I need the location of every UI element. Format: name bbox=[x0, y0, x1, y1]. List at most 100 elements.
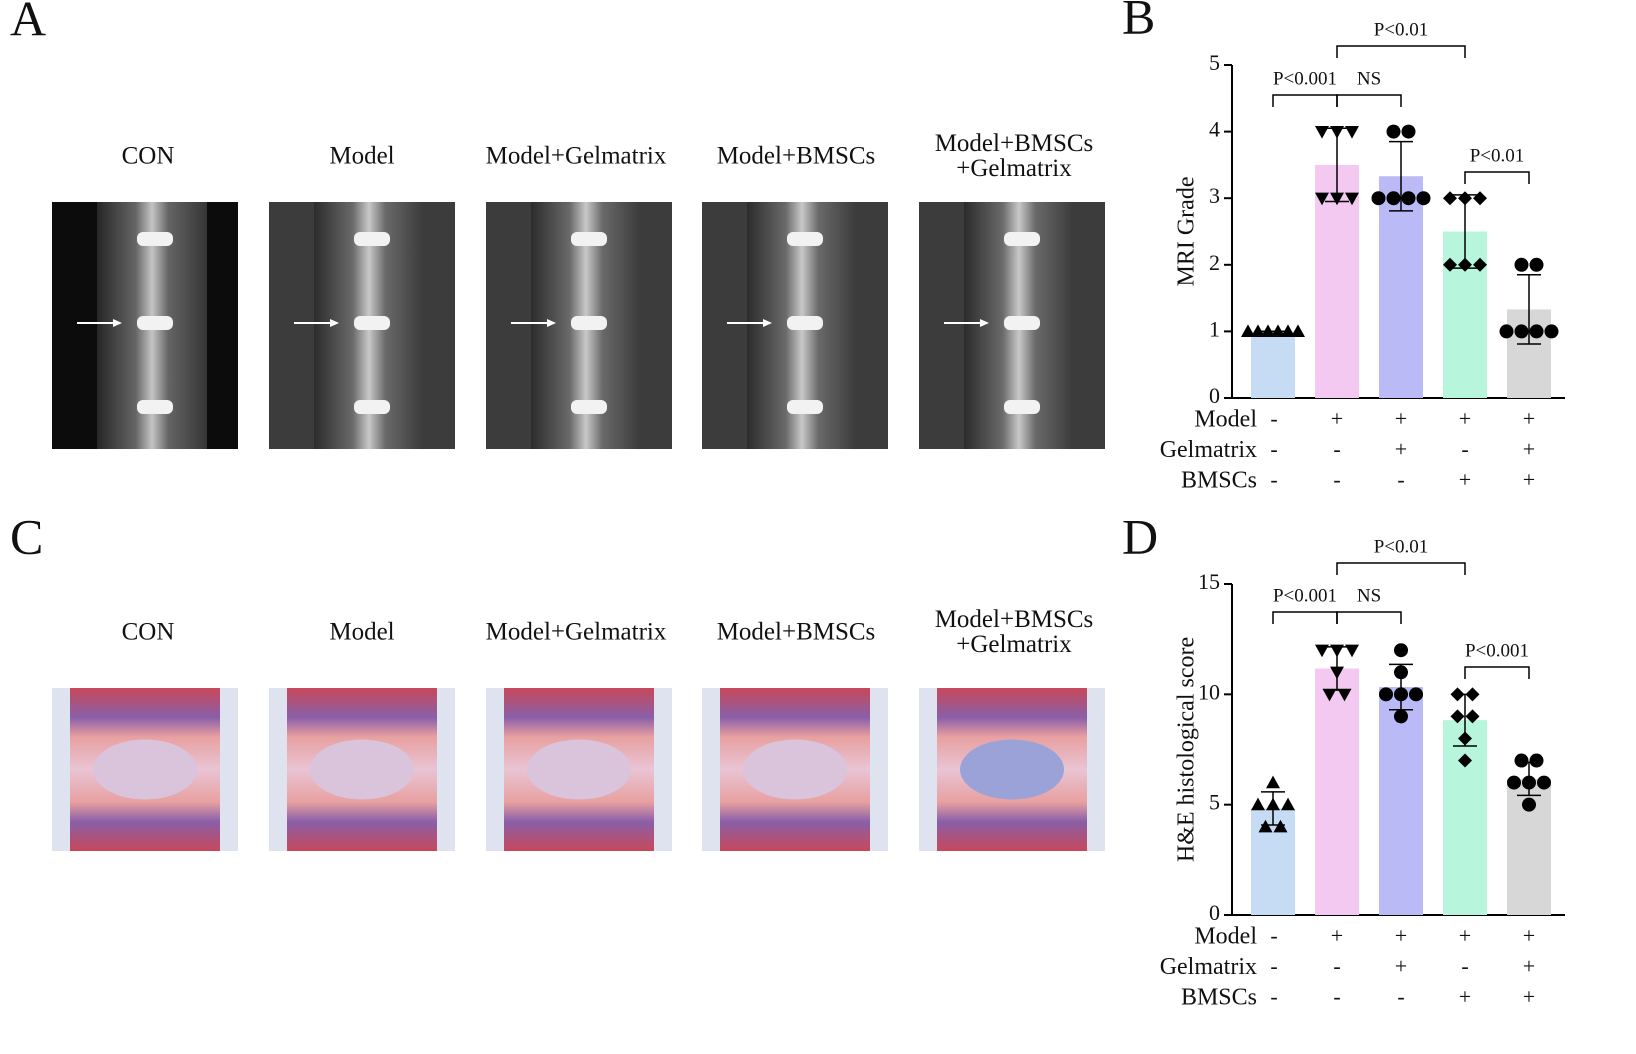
data-point bbox=[1473, 257, 1487, 272]
condition-sign: + bbox=[1395, 437, 1407, 462]
condition-sign: - bbox=[1270, 954, 1277, 979]
bar bbox=[1251, 808, 1295, 915]
data-point bbox=[1261, 324, 1275, 337]
condition-sign: + bbox=[1523, 954, 1535, 979]
data-point bbox=[1251, 324, 1265, 337]
data-point bbox=[1330, 644, 1344, 658]
condition-label: BMSCs bbox=[1181, 468, 1257, 494]
data-point bbox=[1394, 687, 1408, 702]
data-point bbox=[1458, 257, 1472, 272]
data-point bbox=[1409, 687, 1423, 702]
condition-sign: - bbox=[1333, 954, 1340, 979]
data-point bbox=[1522, 775, 1536, 790]
data-point bbox=[1330, 666, 1344, 680]
histology-image bbox=[52, 688, 238, 851]
column-title: Model+BMSCs bbox=[935, 130, 1094, 157]
histology-image bbox=[486, 688, 672, 851]
mri-image bbox=[269, 202, 455, 449]
panel-label: A bbox=[10, 0, 46, 46]
data-point bbox=[1450, 687, 1465, 702]
condition-label: Model bbox=[1194, 407, 1257, 433]
data-point bbox=[1522, 797, 1536, 812]
data-point bbox=[1465, 687, 1480, 702]
bar bbox=[1315, 668, 1359, 915]
data-point bbox=[1394, 643, 1408, 658]
data-point bbox=[1401, 191, 1416, 206]
data-point bbox=[1473, 191, 1487, 206]
disc bbox=[787, 316, 823, 331]
condition-label: BMSCs bbox=[1181, 985, 1257, 1011]
data-point bbox=[1450, 709, 1465, 724]
condition-sign: - bbox=[1270, 406, 1277, 431]
disc bbox=[354, 232, 390, 247]
data-point bbox=[1315, 192, 1329, 206]
error-bar bbox=[1517, 274, 1541, 345]
data-point bbox=[1330, 192, 1344, 206]
significance-bracket bbox=[1272, 94, 1338, 107]
data-point bbox=[1281, 797, 1295, 811]
data-point bbox=[1315, 126, 1329, 139]
data-point bbox=[1241, 324, 1255, 337]
data-point bbox=[1371, 191, 1386, 206]
column-title: Model+Gelmatrix bbox=[486, 143, 667, 170]
condition-sign: - bbox=[1270, 923, 1277, 948]
column-title: Model+BMSCs bbox=[717, 619, 876, 646]
y-tick-label: 3 bbox=[1209, 183, 1220, 208]
histology-image bbox=[919, 688, 1105, 851]
disc bbox=[137, 232, 173, 247]
condition-label: Gelmatrix bbox=[1160, 437, 1257, 463]
significance-label: NS bbox=[1357, 68, 1381, 89]
disc bbox=[354, 400, 390, 415]
column-title: Model+BMSCs bbox=[935, 606, 1094, 633]
data-point bbox=[1281, 324, 1295, 337]
column-title: CON bbox=[122, 143, 175, 170]
column-title: Model+Gelmatrix bbox=[486, 619, 667, 646]
error-bar bbox=[1389, 140, 1413, 212]
data-point bbox=[1271, 324, 1285, 337]
condition-label: Gelmatrix bbox=[1160, 954, 1257, 980]
data-point bbox=[1394, 709, 1408, 724]
condition-sign: + bbox=[1331, 406, 1343, 431]
data-point bbox=[1394, 665, 1408, 680]
y-tick-label: 5 bbox=[1209, 50, 1220, 75]
significance-bracket bbox=[1272, 611, 1338, 624]
data-point bbox=[1379, 687, 1393, 702]
condition-sign: + bbox=[1523, 437, 1535, 462]
data-point bbox=[1514, 324, 1529, 339]
bar bbox=[1379, 176, 1423, 398]
column-title: CON bbox=[122, 619, 175, 646]
arrow-head bbox=[113, 319, 122, 328]
y-tick-label: 10 bbox=[1198, 679, 1220, 704]
data-point bbox=[1322, 688, 1337, 702]
significance-label: P<0.01 bbox=[1374, 19, 1429, 40]
data-point bbox=[1458, 191, 1472, 206]
condition-sign: + bbox=[1523, 467, 1535, 492]
y-tick-label: 1 bbox=[1209, 316, 1220, 341]
condition-sign: - bbox=[1397, 984, 1404, 1009]
disc bbox=[571, 232, 607, 247]
condition-sign: - bbox=[1270, 467, 1277, 492]
data-point bbox=[1386, 191, 1401, 206]
data-point bbox=[1291, 324, 1305, 337]
condition-sign: + bbox=[1395, 954, 1407, 979]
data-point bbox=[1465, 709, 1480, 724]
arrow-head bbox=[980, 319, 989, 328]
significance-bracket bbox=[1336, 45, 1466, 58]
data-point bbox=[1337, 688, 1352, 702]
panel-label: C bbox=[10, 508, 43, 564]
condition-sign: + bbox=[1459, 406, 1471, 431]
y-tick-label: 0 bbox=[1209, 383, 1220, 408]
column-title: Model bbox=[329, 619, 394, 646]
mri-image bbox=[919, 202, 1105, 449]
significance-bracket bbox=[1464, 666, 1530, 679]
significance-label: P<0.001 bbox=[1273, 68, 1337, 89]
condition-sign: + bbox=[1459, 923, 1471, 948]
y-tick-label: 15 bbox=[1198, 569, 1220, 594]
bar bbox=[1443, 720, 1487, 915]
column-title: +Gelmatrix bbox=[956, 155, 1072, 182]
panel-label: B bbox=[1122, 0, 1155, 44]
data-point bbox=[1345, 192, 1359, 206]
condition-sign: - bbox=[1270, 437, 1277, 462]
data-point bbox=[1273, 819, 1288, 833]
histology-image bbox=[702, 688, 888, 851]
